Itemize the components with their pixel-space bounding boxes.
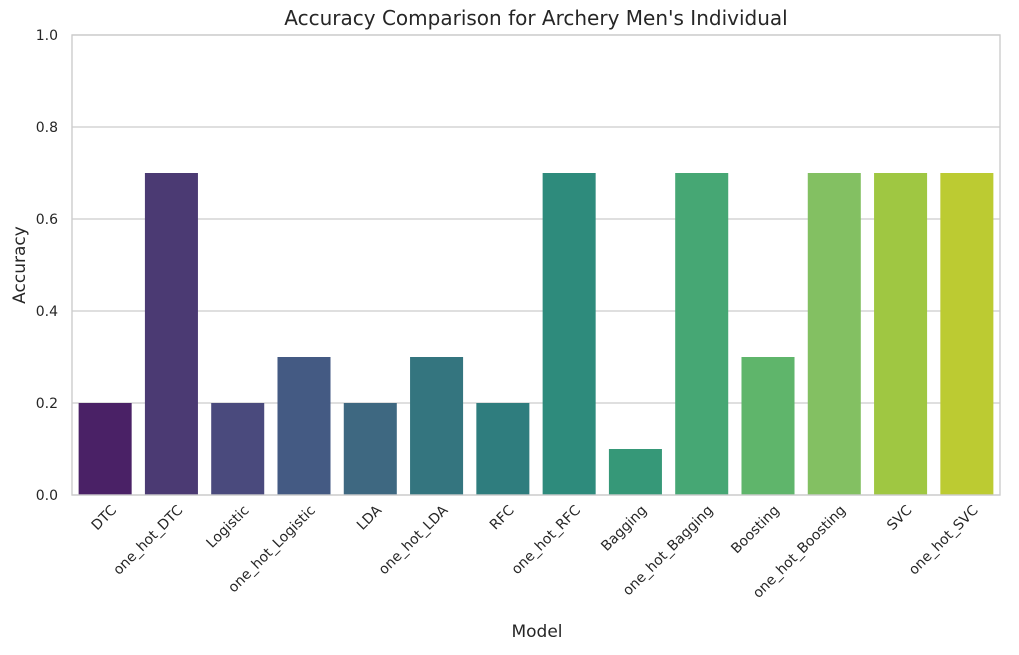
- x-axis-label: Model: [511, 622, 562, 642]
- y-tick-label: 0.6: [36, 212, 58, 228]
- x-tick-label: one_hot_LDA: [376, 502, 452, 578]
- y-tick-label: 1.0: [36, 28, 58, 44]
- bar-one-hot-rfc: [542, 173, 596, 495]
- y-tick-labels: 0.0 0.2 0.4 0.6 0.8 1.0: [36, 28, 58, 504]
- x-tick-label: RFC: [487, 502, 518, 533]
- bar-one-hot-lda: [410, 357, 464, 495]
- bar-rfc: [476, 403, 530, 495]
- x-tick-label: SVC: [884, 502, 915, 533]
- bar-logistic: [211, 403, 265, 495]
- bar-one-hot-boosting: [807, 173, 861, 495]
- y-tick-label: 0.2: [36, 396, 58, 412]
- x-tick-label: one_hot_RFC: [509, 502, 584, 577]
- bar-one-hot-dtc: [144, 173, 198, 495]
- bar-lda: [343, 403, 397, 495]
- x-tick-label: DTC: [89, 502, 120, 533]
- bar-bagging: [608, 449, 662, 495]
- x-tick-label: one_hot_DTC: [110, 502, 186, 578]
- y-tick-label: 0.8: [36, 120, 58, 136]
- bar-boosting: [741, 357, 795, 495]
- bar-one-hot-bagging: [675, 173, 729, 495]
- bar-svc: [874, 173, 928, 495]
- y-tick-label: 0.4: [36, 304, 58, 320]
- x-tick-label: Bagging: [598, 503, 650, 555]
- y-tick-label: 0.0: [36, 488, 58, 504]
- bar-one-hot-svc: [940, 173, 994, 495]
- x-tick-label: one_hot_SVC: [906, 502, 982, 578]
- plot-frame: [71, 34, 1001, 496]
- bars: [78, 173, 994, 495]
- x-tick-label: LDA: [354, 502, 385, 533]
- bar-dtc: [78, 403, 132, 495]
- chart-title: Accuracy Comparison for Archery Men's In…: [284, 6, 787, 30]
- x-tick-label: Boosting: [728, 503, 783, 558]
- x-tick-label: Logistic: [204, 503, 253, 552]
- y-axis-label: Accuracy: [10, 226, 30, 304]
- bar-one-hot-logistic: [277, 357, 331, 495]
